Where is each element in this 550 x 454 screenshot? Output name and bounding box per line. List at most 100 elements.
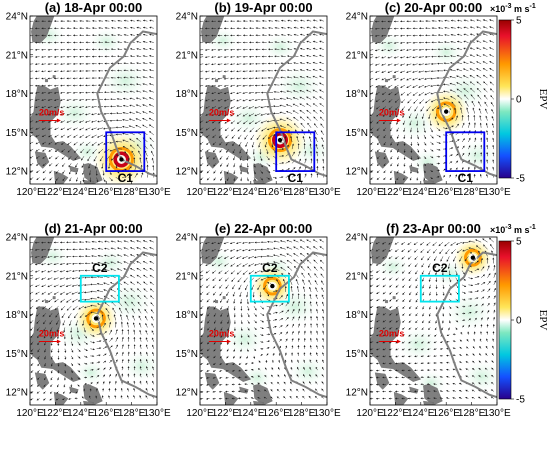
- wind-vector: [117, 69, 123, 72]
- scale-label: 20m/s: [39, 108, 65, 118]
- land-mass: [222, 296, 226, 300]
- wind-vector: [226, 156, 229, 161]
- wind-vector: [75, 170, 78, 175]
- colorbar-tick-label: -5: [516, 174, 525, 185]
- wind-vector: [61, 156, 66, 160]
- scale-arrow-head: [56, 118, 61, 123]
- panel-title: (a) 18-Apr 00:00: [45, 0, 143, 15]
- wind-vector: [48, 134, 53, 138]
- lat-tick-label: 24°N: [6, 12, 28, 23]
- lon-tick-label: 124°E: [67, 187, 95, 198]
- wind-vector: [136, 83, 142, 86]
- wind-vector: [206, 177, 210, 181]
- wind-vector: [91, 105, 97, 108]
- wind-vector: [266, 156, 270, 161]
- wind-vector: [47, 106, 53, 109]
- wind-vector: [149, 131, 154, 136]
- wind-vector: [129, 97, 135, 100]
- lon-tick-label: 126°E: [433, 187, 461, 198]
- wind-vector: [53, 77, 59, 80]
- wind-vector: [239, 156, 242, 161]
- lon-tick-label: 122°E: [382, 187, 410, 198]
- wind-vector: [129, 76, 135, 79]
- wind-vector: [101, 163, 104, 169]
- wind-vector: [200, 177, 204, 181]
- wind-vector: [35, 99, 40, 101]
- panel-title: (d) 21-Apr 00:00: [44, 221, 142, 236]
- wind-vector: [123, 90, 129, 93]
- wind-vector: [129, 69, 135, 72]
- lon-tick-label: 120°E: [356, 408, 384, 419]
- panel-frame: [29, 15, 158, 185]
- wind-vector: [81, 156, 85, 161]
- scale-label: 20m/s: [209, 329, 235, 339]
- lon-tick-label: 120°E: [16, 408, 44, 419]
- wind-vector: [41, 70, 46, 73]
- wind-vector: [34, 77, 40, 80]
- wind-vector: [111, 26, 116, 29]
- typhoon-center: [444, 109, 449, 114]
- colorbar-tick-label: 5: [516, 237, 522, 248]
- lat-tick-label: 15°N: [6, 128, 28, 139]
- epv-weak-area: [224, 322, 265, 356]
- wind-vector: [30, 170, 34, 173]
- lon-tick-label: 130°E: [483, 187, 511, 198]
- wind-vector: [233, 156, 236, 161]
- wind-vector: [35, 141, 40, 145]
- wind-vector: [68, 163, 72, 168]
- wind-vector: [30, 91, 34, 94]
- lon-tick-label: 128°E: [118, 187, 146, 198]
- wind-vector: [149, 19, 154, 22]
- wind-vector: [88, 170, 91, 176]
- wind-vector: [36, 170, 40, 174]
- lon-tick-label: 124°E: [407, 408, 435, 419]
- lat-tick-label: 15°N: [176, 128, 198, 139]
- wind-vector-field: [30, 19, 155, 183]
- wind-vector: [72, 120, 78, 123]
- wind-vector: [304, 150, 307, 157]
- land-mass: [45, 300, 48, 304]
- wind-vector: [115, 163, 118, 169]
- lon-tick-label: 128°E: [118, 408, 146, 419]
- wind-vector: [226, 170, 229, 175]
- wind-vector: [116, 90, 123, 93]
- wind-vector: [130, 26, 135, 29]
- wind-vector: [285, 168, 290, 171]
- wind-vector: [49, 170, 53, 174]
- wind-vector: [34, 84, 40, 87]
- lon-tick-label: 124°E: [237, 408, 265, 419]
- wind-vector: [98, 148, 104, 154]
- wind-vector: [117, 55, 123, 58]
- wind-vector: [226, 163, 229, 168]
- wind-vector: [36, 177, 40, 181]
- wind-vector: [78, 91, 85, 94]
- wind-vector: [206, 148, 210, 153]
- lon-tick-label: 126°E: [263, 187, 291, 198]
- wind-vector: [35, 134, 40, 137]
- wind-vector: [253, 177, 256, 182]
- wind-vector: [220, 177, 223, 181]
- wind-vector: [133, 157, 136, 164]
- wind-vector: [129, 90, 135, 93]
- colorbar-scale: [498, 19, 512, 179]
- wind-vector: [322, 165, 325, 171]
- wind-vector: [123, 76, 129, 79]
- wind-vector: [66, 91, 72, 94]
- wind-vector: [66, 106, 72, 109]
- wind-vector: [67, 148, 72, 153]
- wind-vector: [66, 84, 72, 87]
- lon-tick-label: 122°E: [42, 408, 70, 419]
- wind-vector: [260, 163, 263, 168]
- wind-vector: [142, 33, 148, 36]
- wind-vector: [291, 174, 296, 178]
- lat-tick-label: 24°N: [6, 233, 28, 244]
- wind-vector: [60, 99, 65, 102]
- wind-vector: [30, 156, 34, 159]
- wind-vector: [148, 111, 154, 114]
- wind-vector: [48, 141, 53, 145]
- wind-vector: [122, 118, 129, 121]
- wind-vector: [30, 113, 34, 116]
- wind-vector: [135, 124, 142, 129]
